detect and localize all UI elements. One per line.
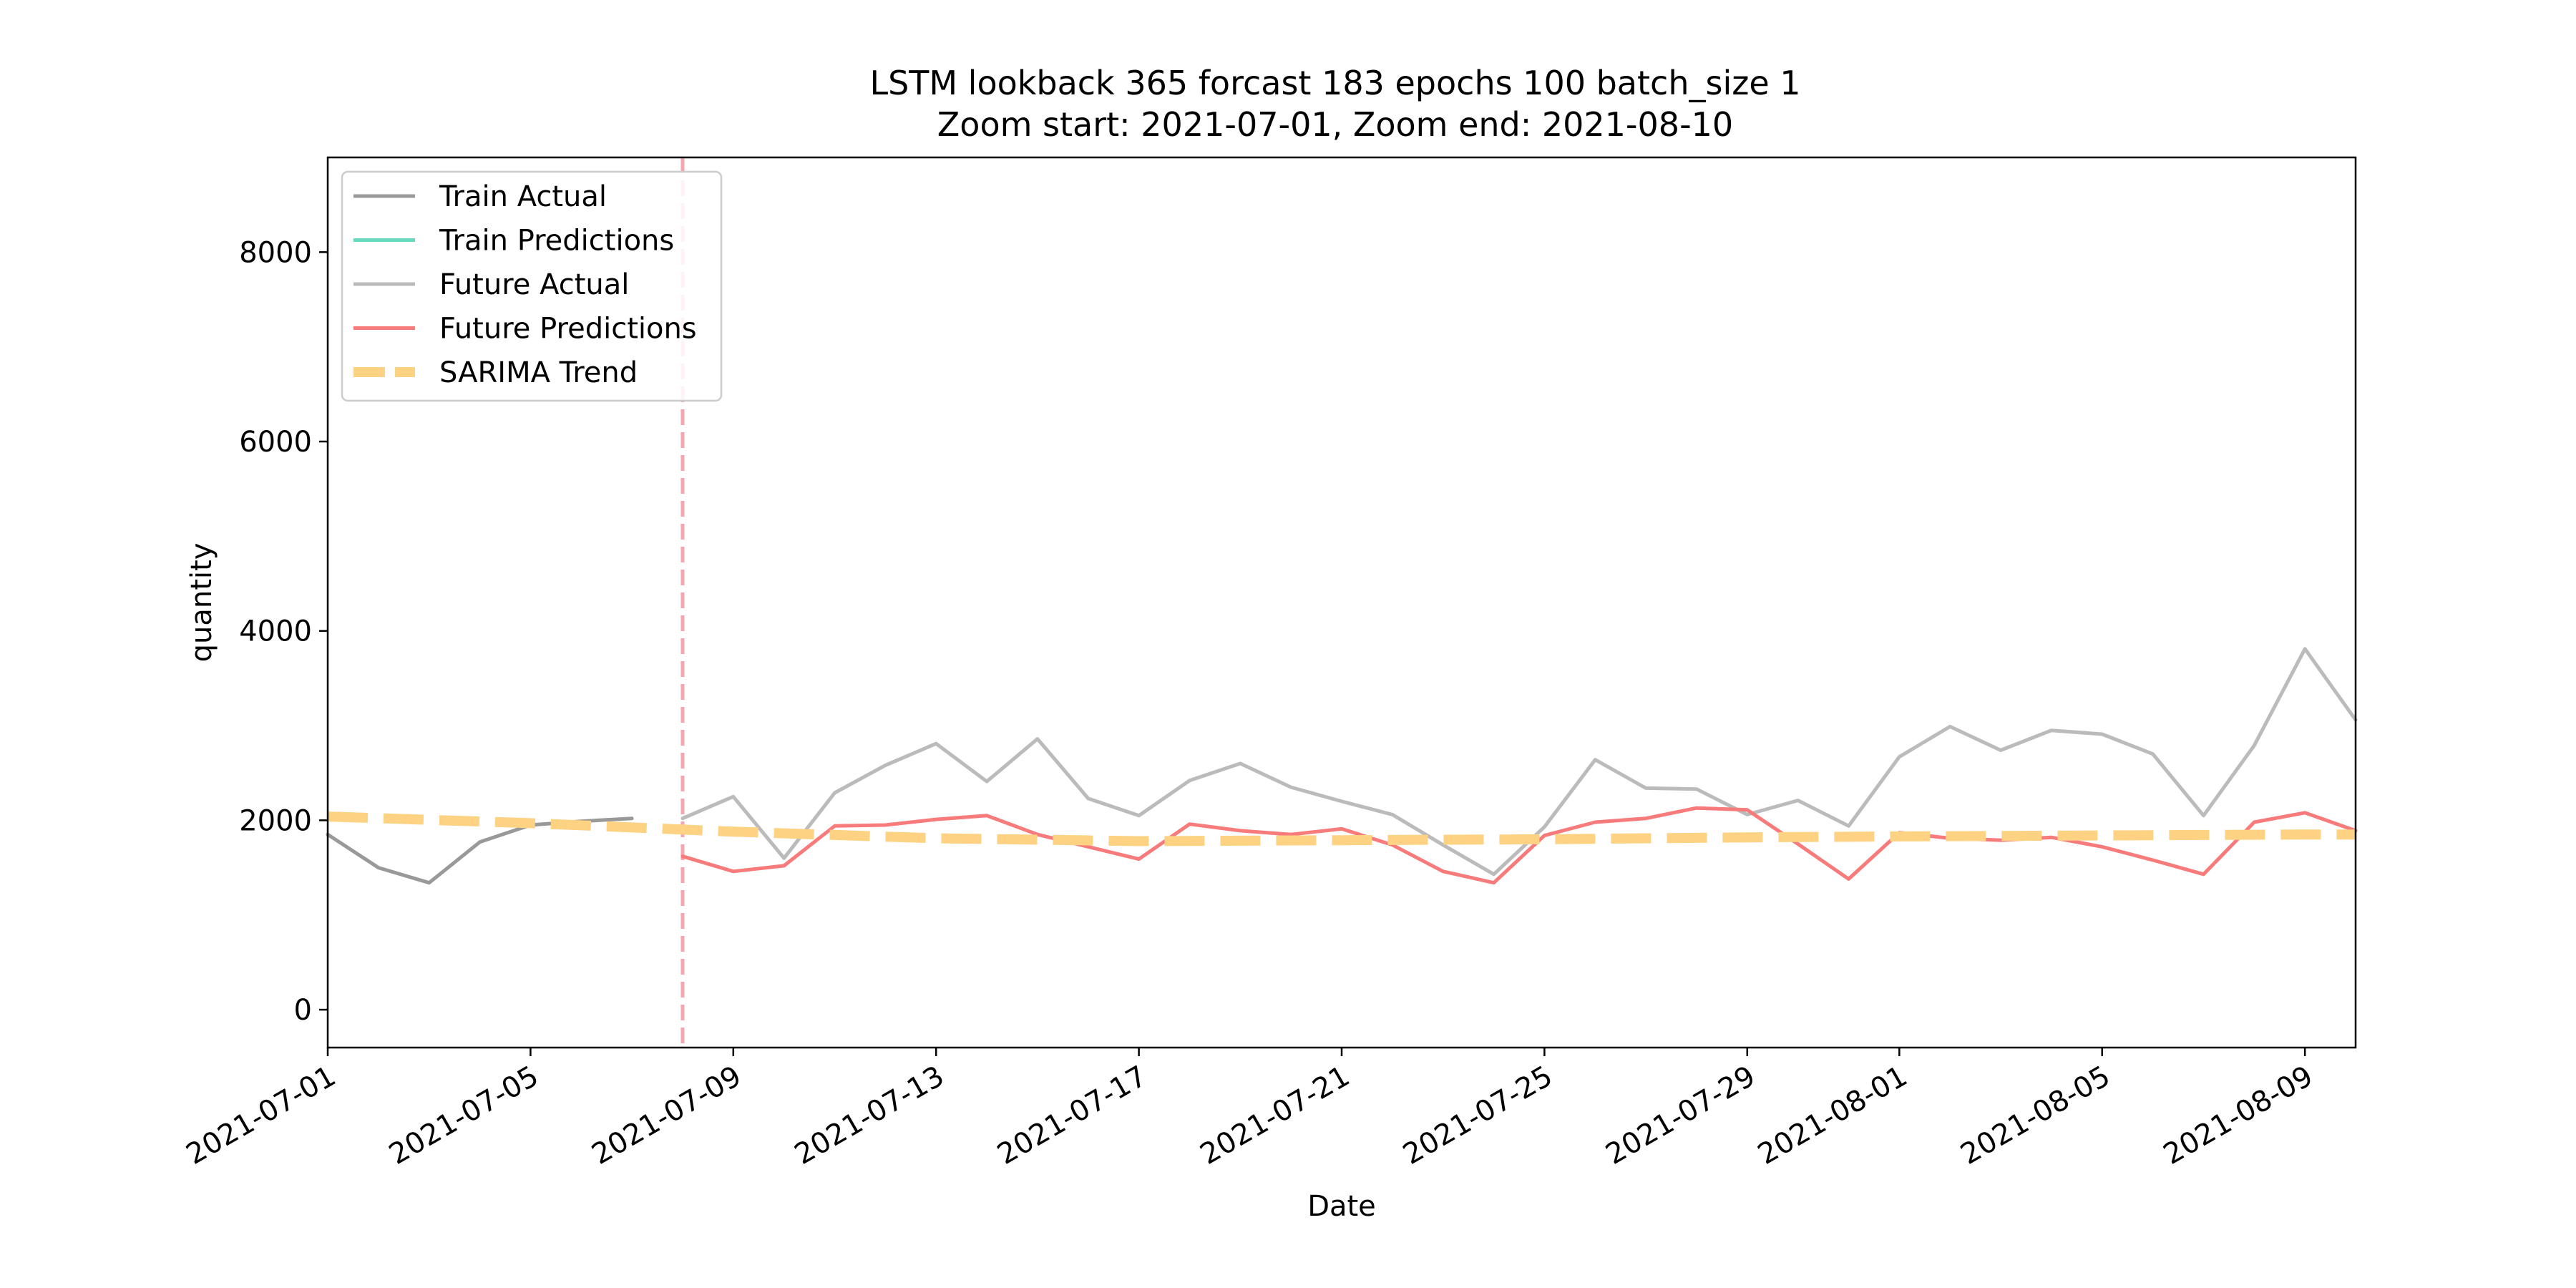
legend-frame (341, 170, 723, 402)
y-axis: 0 2000 4000 6000 8000 (239, 236, 328, 1027)
chart-subtitle: Zoom start: 2021-07-01, Zoom end: 2021-0… (937, 105, 1733, 144)
legend-label-train-predictions: Train Predictions (439, 225, 674, 258)
y-tick-label: 0 (294, 994, 312, 1027)
series-line-sarima-trend (327, 811, 2356, 847)
series-line-future-predictions (680, 806, 2358, 885)
legend-label-future-predictions: Future Predictions (439, 313, 697, 346)
y-tick-label: 6000 (239, 426, 312, 459)
y-tick-label: 2000 (239, 804, 312, 837)
x-axis-label: Date (1307, 1190, 1376, 1223)
y-axis-label: quantity (185, 543, 218, 663)
legend-label-train-actual: Train Actual (439, 180, 607, 213)
chart-title: LSTM lookback 365 forcast 183 epochs 100… (869, 64, 1800, 102)
legend: Train Actual Train Predictions Future Actu… (341, 170, 723, 402)
y-tick-label: 4000 (239, 615, 312, 648)
series-layer (326, 647, 2358, 885)
legend-label-future-actual: Future Actual (439, 268, 629, 301)
legend-label-sarima-trend: SARIMA Trend (439, 356, 638, 389)
series-line-future-actual (680, 647, 2358, 877)
y-tick-label: 8000 (239, 236, 312, 269)
